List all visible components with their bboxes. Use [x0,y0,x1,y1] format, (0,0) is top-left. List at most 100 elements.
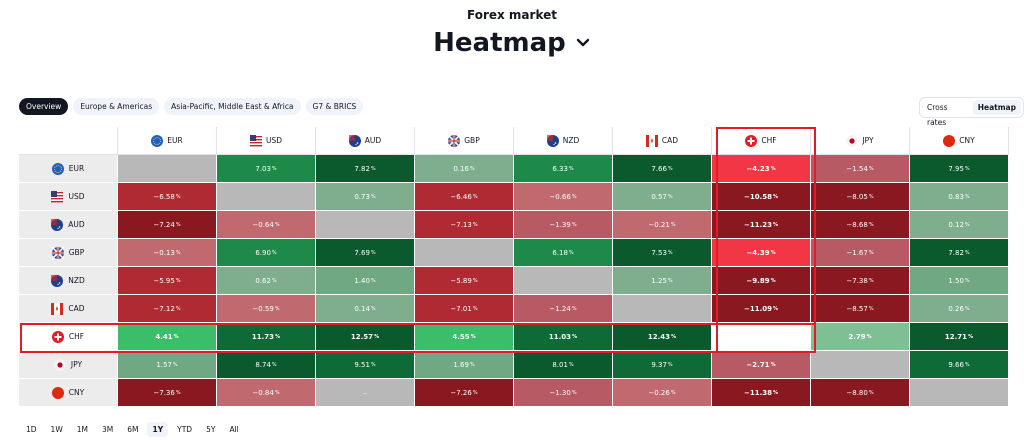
heatmap-cell[interactable]: 1.25% [613,267,712,295]
heatmap-cell[interactable] [316,211,415,239]
heatmap-cell[interactable]: −0.59% [217,295,316,323]
heatmap-cell[interactable]: 0.26% [910,295,1009,323]
heatmap-cell[interactable]: −0.64% [217,211,316,239]
heatmap-cell[interactable]: −1.30% [514,379,613,407]
heatmap-cell[interactable]: 2.79% [811,323,910,351]
tab-3[interactable]: G7 & BRICS [305,98,364,115]
row-header-cny[interactable]: CNY [19,379,118,407]
heatmap-cell[interactable]: 11.03% [514,323,613,351]
period-button-ytd[interactable]: YTD [177,425,193,434]
period-button-5y[interactable]: 5Y [206,425,216,434]
tab-0[interactable]: Overview [19,98,69,115]
column-header-gbp[interactable]: GBP [415,127,514,155]
heatmap-cell[interactable]: −2.71% [712,351,811,379]
column-header-cad[interactable]: CAD [613,127,712,155]
heatmap-cell[interactable]: −5.95% [118,267,217,295]
heatmap-cell[interactable]: −1.67% [811,239,910,267]
period-button-all[interactable]: All [229,425,239,434]
heatmap-cell[interactable] [415,239,514,267]
heatmap-cell[interactable]: −0.13% [118,239,217,267]
tab-2[interactable]: Asia-Pacific, Middle East & Africa [164,98,301,115]
heatmap-cell[interactable]: 1.57% [118,351,217,379]
heatmap-cell[interactable]: 1.40% [316,267,415,295]
heatmap-cell[interactable]: −7.36% [118,379,217,407]
heatmap-cell[interactable]: 8.01% [514,351,613,379]
column-header-jpy[interactable]: JPY [811,127,910,155]
heatmap-cell[interactable]: 0.14% [316,295,415,323]
heatmap-cell[interactable]: 12.71% [910,323,1009,351]
column-header-cny[interactable]: CNY [910,127,1009,155]
heatmap-cell[interactable]: 9.51% [316,351,415,379]
heatmap-cell[interactable]: −1.39% [514,211,613,239]
heatmap-cell[interactable]: 11.73% [217,323,316,351]
heatmap-cell[interactable]: 4.41% [118,323,217,351]
column-header-chf[interactable]: CHF [712,127,811,155]
heatmap-cell[interactable]: −1.24% [514,295,613,323]
title-dropdown[interactable]: Heatmap [0,28,1024,58]
heatmap-cell[interactable]: 0.62% [217,267,316,295]
heatmap-cell[interactable]: −11.23% [712,211,811,239]
heatmap-cell[interactable]: −10.58% [712,183,811,211]
heatmap-cell[interactable]: 7.03% [217,155,316,183]
column-header-usd[interactable]: USD [217,127,316,155]
period-button-1w[interactable]: 1W [50,425,63,434]
heatmap-cell[interactable]: −4.23% [712,155,811,183]
heatmap-cell[interactable]: 0.12% [910,211,1009,239]
heatmap-cell[interactable]: 6.90% [217,239,316,267]
heatmap-cell[interactable]: −8.80% [811,379,910,407]
heatmap-cell[interactable]: −11.09% [712,295,811,323]
heatmap-cell[interactable]: 9.37% [613,351,712,379]
heatmap-cell[interactable]: 12.57% [316,323,415,351]
heatmap-cell[interactable]: 7.82% [910,239,1009,267]
heatmap-cell[interactable] [613,295,712,323]
heatmap-cell[interactable]: −8.68% [811,211,910,239]
row-header-cad[interactable]: CAD [19,295,118,323]
heatmap-cell[interactable]: −7.01% [415,295,514,323]
column-header-eur[interactable]: EUR [118,127,217,155]
heatmap-cell[interactable]: −6.58% [118,183,217,211]
heatmap-cell[interactable]: 7.82% [316,155,415,183]
row-header-chf[interactable]: CHF [19,323,118,351]
heatmap-cell[interactable]: −0.21% [613,211,712,239]
heatmap-cell[interactable] [217,183,316,211]
heatmap-cell[interactable]: 9.66% [910,351,1009,379]
heatmap-cell[interactable]: −7.12% [118,295,217,323]
heatmap-cell[interactable]: 7.95% [910,155,1009,183]
row-header-nzd[interactable]: NZD [19,267,118,295]
heatmap-cell[interactable] [910,379,1009,407]
row-header-gbp[interactable]: GBP [19,239,118,267]
heatmap-cell[interactable]: −6.46% [415,183,514,211]
heatmap-cell[interactable]: −8.05% [811,183,910,211]
row-header-eur[interactable]: EUR [19,155,118,183]
period-button-6m[interactable]: 6M [127,425,139,434]
column-header-nzd[interactable]: NZD [514,127,613,155]
tab-1[interactable]: Europe & Americas [73,98,160,115]
heatmap-cell[interactable]: 0.16% [415,155,514,183]
mode-button-1[interactable]: Heatmap [972,100,1021,115]
heatmap-cell[interactable]: −5.89% [415,267,514,295]
heatmap-cell[interactable]: 8.74% [217,351,316,379]
column-header-aud[interactable]: AUD [316,127,415,155]
heatmap-cell[interactable]: 7.69% [316,239,415,267]
heatmap-cell[interactable]: −1.54% [811,155,910,183]
heatmap-cell[interactable]: −7.24% [118,211,217,239]
heatmap-cell[interactable]: −0.26% [613,379,712,407]
mode-button-0[interactable]: Cross rates [927,103,948,127]
heatmap-cell[interactable]: 0.57% [613,183,712,211]
heatmap-cell[interactable]: −4.39% [712,239,811,267]
heatmap-cell[interactable]: −7.38% [811,267,910,295]
heatmap-cell[interactable]: 6.18% [514,239,613,267]
heatmap-cell[interactable]: −11.38% [712,379,811,407]
heatmap-cell[interactable]: 7.53% [613,239,712,267]
heatmap-cell[interactable] [712,323,811,351]
heatmap-cell[interactable]: 12.43% [613,323,712,351]
heatmap-cell[interactable]: 0.73% [316,183,415,211]
heatmap-cell[interactable]: −0.66% [514,183,613,211]
heatmap-cell[interactable]: −8.57% [811,295,910,323]
heatmap-cell[interactable]: 6.33% [514,155,613,183]
heatmap-cell[interactable]: −7.13% [415,211,514,239]
period-button-3m[interactable]: 3M [101,425,114,434]
row-header-aud[interactable]: AUD [19,211,118,239]
heatmap-cell[interactable]: −9.89% [712,267,811,295]
period-button-1d[interactable]: 1D [26,425,37,434]
